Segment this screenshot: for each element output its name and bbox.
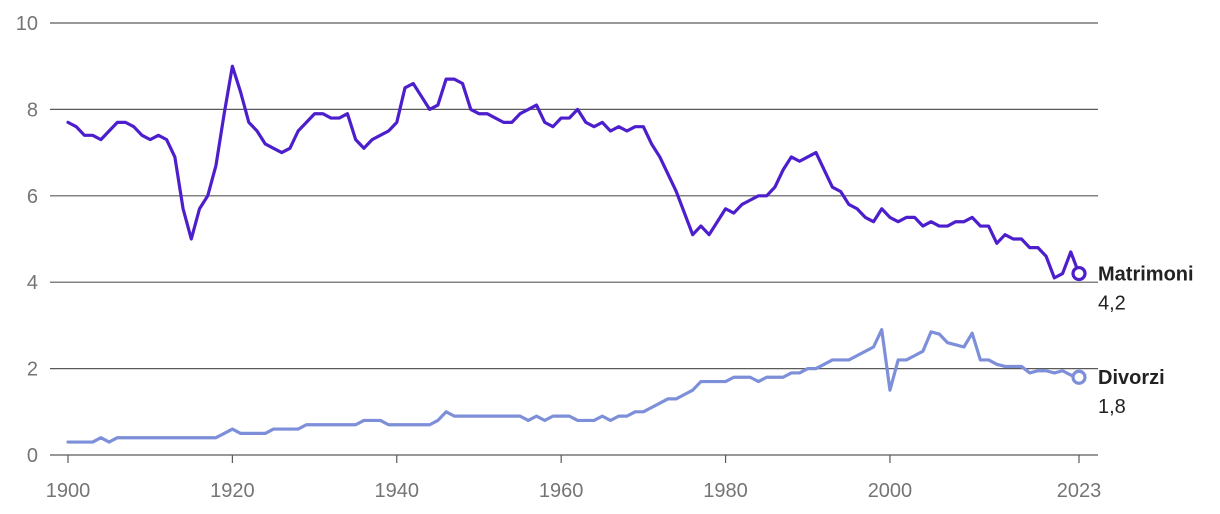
y-tick-label: 8 [27, 99, 38, 121]
series-lines [66, 64, 1087, 444]
y-tick-label: 0 [27, 445, 38, 467]
series-line-matrimoni [66, 64, 1081, 280]
y-tick-label: 10 [16, 13, 38, 35]
x-axis: 1900 1920 1940 1960 1980 2000 2023 [46, 455, 1102, 502]
y-axis-ticks: 0 2 4 6 8 10 [16, 13, 38, 467]
x-tick-label: 1940 [375, 480, 420, 502]
y-gridlines [50, 22, 1098, 456]
end-marker-matrimoni [1071, 265, 1087, 282]
x-tick-label: 2023 [1057, 480, 1102, 502]
x-tick-label: 1920 [210, 480, 255, 502]
x-tick-label: 2000 [868, 480, 913, 502]
x-tick-label: 1900 [46, 480, 91, 502]
end-marker-divorzi [1071, 369, 1087, 385]
series-end-value-matrimoni: 4,2 [1098, 293, 1126, 315]
y-tick-label: 4 [27, 272, 38, 294]
series-label-divorzi: Divorzi [1098, 367, 1165, 389]
x-tick-label: 1980 [703, 480, 748, 502]
series-end-value-divorzi: 1,8 [1098, 396, 1126, 418]
y-tick-label: 2 [27, 359, 38, 381]
x-tick-label: 1960 [539, 480, 584, 502]
y-tick-label: 6 [27, 186, 38, 208]
series-line-divorzi [66, 328, 1081, 444]
series-label-matrimoni: Matrimoni [1098, 264, 1194, 286]
end-labels: Matrimoni 4,2 Divorzi 1,8 [1098, 264, 1194, 419]
